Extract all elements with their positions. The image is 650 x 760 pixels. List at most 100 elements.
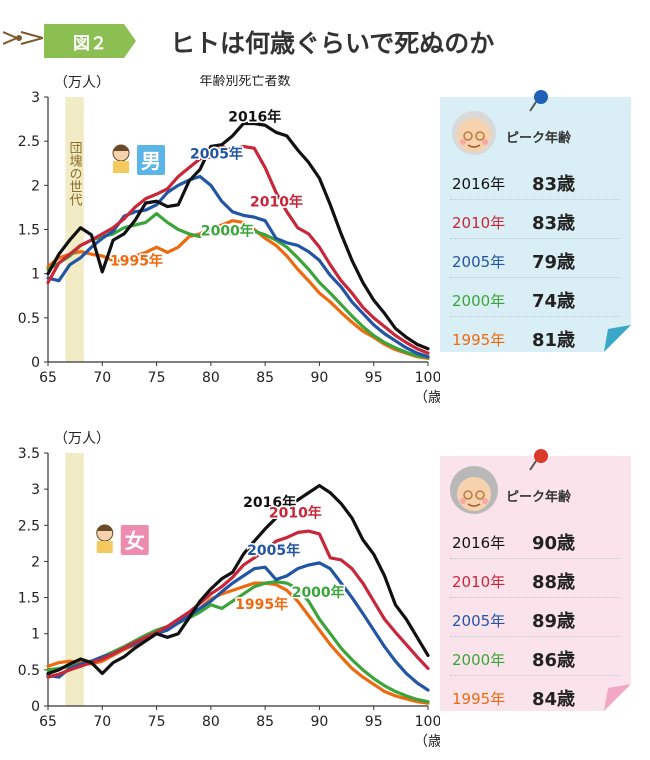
series-label: 2000年 (201, 223, 254, 240)
x-unit-label: （歳） (414, 734, 440, 750)
band-label: 団塊の世代 (67, 141, 83, 207)
peak-row: 1995年 84歳 (440, 677, 630, 715)
series-line-2016年 (46, 121, 430, 351)
female-death-chart: 0 0.5 1 1.5 2 2.5 3 3.5 65 70 75 80 85 90 95 100 （万人） （歳）… (18, 431, 440, 750)
y-tick-label: 1 (31, 627, 40, 643)
peak-row: 2010年 88歳 (440, 560, 630, 598)
series-label: 1995年 (110, 252, 163, 269)
figure-label: 図２ (73, 34, 107, 54)
row-divider (450, 199, 620, 200)
row-divider (450, 558, 620, 559)
baby-boomer-band (65, 97, 84, 362)
header: 図２ ヒトは何歳ぐらいで死ぬのか (0, 0, 650, 75)
page-title: ヒトは何歳ぐらいで死ぬのか (170, 29, 495, 58)
y-tick-label: 1.5 (18, 223, 40, 239)
x-tick-label: 65 (39, 370, 57, 386)
card-bg (440, 97, 631, 352)
y-tick-label: 2 (31, 178, 40, 194)
row-divider (450, 636, 620, 637)
peak-row-age: 90歳 (532, 533, 576, 554)
x-tick-label: 100 (415, 370, 440, 386)
peak-row-age: 83歳 (532, 174, 576, 195)
peak-row-year: 1995年 (452, 690, 506, 708)
male-peak-card: ピーク年齢 2016年 83歳 2010年 83歳 2005年 79歳 2000年 74歳 19… (440, 90, 631, 352)
y-unit-label: （万人） (54, 75, 110, 91)
male-kids-icon (112, 144, 130, 173)
x-tick-label: 80 (202, 714, 220, 730)
x-tick-label: 70 (93, 714, 111, 730)
y-unit-label: （万人） (54, 431, 110, 447)
series-label: 2010年 (250, 193, 303, 210)
row-divider (450, 675, 620, 676)
y-tick-label: 0 (31, 355, 40, 371)
peak-row: 2005年 89歳 (440, 599, 630, 637)
peak-row-age: 79歳 (532, 252, 576, 273)
x-tick-label: 100 (415, 714, 440, 730)
peak-row-year: 2016年 (452, 534, 506, 552)
male-death-chart: 団塊の世代 0 0.5 1 1.5 2 2.5 3 65 70 75 80 85 90 95 100 （万人） （… (18, 75, 440, 406)
series-line-2016年 (46, 483, 430, 676)
series-line-2005年 (46, 174, 430, 359)
figure-badge: 図２ (44, 24, 136, 58)
peak-row-year: 2016年 (452, 175, 506, 193)
x-tick-label: 75 (148, 714, 166, 730)
peak-row-age: 74歳 (532, 291, 576, 312)
peak-row: 1995年 81歳 (440, 318, 630, 356)
series-line-2010年 (46, 144, 430, 355)
peak-row: 2000年 86歳 (440, 638, 630, 676)
peak-row: 2016年 83歳 (440, 162, 630, 200)
x-unit-label: （歳） (414, 390, 440, 406)
peak-row-age: 88歳 (532, 572, 576, 593)
peak-row-age: 89歳 (532, 611, 576, 632)
female-kids-icon (96, 524, 114, 553)
series-label: 2005年 (247, 542, 300, 559)
peak-row-year: 2000年 (452, 292, 506, 310)
y-tick-label: 1.5 (18, 591, 40, 607)
y-tick-label: 3.5 (18, 446, 40, 462)
peak-row-age: 84歳 (532, 689, 576, 710)
series-label: 1995年 (235, 596, 288, 613)
card-title: ピーク年齢 (506, 131, 572, 146)
y-tick-label: 0.5 (18, 311, 40, 327)
y-tick-label: 2 (31, 554, 40, 570)
pushpin-icon (529, 90, 548, 112)
row-divider (450, 277, 620, 278)
peak-row: 2010年 83歳 (440, 201, 630, 239)
card-bg (440, 456, 631, 711)
peak-row-year: 1995年 (452, 331, 506, 349)
y-tick-label: 3 (31, 90, 40, 106)
row-divider (450, 597, 620, 598)
pushpin-icon (529, 449, 548, 471)
peak-row-age: 86歳 (532, 650, 576, 671)
ribbon-icon (3, 31, 43, 45)
peak-row-year: 2000年 (452, 651, 506, 669)
series-label: 2005年 (190, 146, 243, 163)
peak-row-age: 83歳 (532, 213, 576, 234)
x-tick-label: 85 (256, 714, 274, 730)
row-divider (450, 316, 620, 317)
y-tick-label: 2.5 (18, 518, 40, 534)
x-tick-label: 80 (202, 370, 220, 386)
series-label: 2016年 (243, 494, 296, 511)
grandfather-avatar-icon (452, 111, 496, 155)
x-tick-label: 75 (148, 370, 166, 386)
peak-row-year: 2005年 (452, 612, 506, 630)
x-tick-label: 70 (93, 370, 111, 386)
peak-row-year: 2010年 (452, 214, 506, 232)
female-peak-card: ピーク年齢 2016年 90歳 2010年 88歳 2005年 89歳 2000年 86歳 19… (440, 449, 631, 711)
y-tick-label: 1 (31, 267, 40, 283)
peak-row-year: 2010年 (452, 573, 506, 591)
card-title: ピーク年齢 (506, 490, 572, 505)
female-gender-badge: 女 (125, 529, 145, 553)
x-tick-label: 90 (311, 714, 329, 730)
x-tick-label: 65 (39, 714, 57, 730)
x-tick-label: 95 (365, 370, 383, 386)
y-tick-label: 0 (31, 699, 40, 715)
series-line-2010年 (46, 529, 430, 679)
peak-row: 2000年 74歳 (440, 279, 630, 317)
series-label: 2000年 (292, 584, 345, 601)
y-tick-label: 0.5 (18, 663, 40, 679)
series-label: 2016年 (228, 109, 281, 126)
x-tick-label: 95 (365, 714, 383, 730)
row-divider (450, 238, 620, 239)
